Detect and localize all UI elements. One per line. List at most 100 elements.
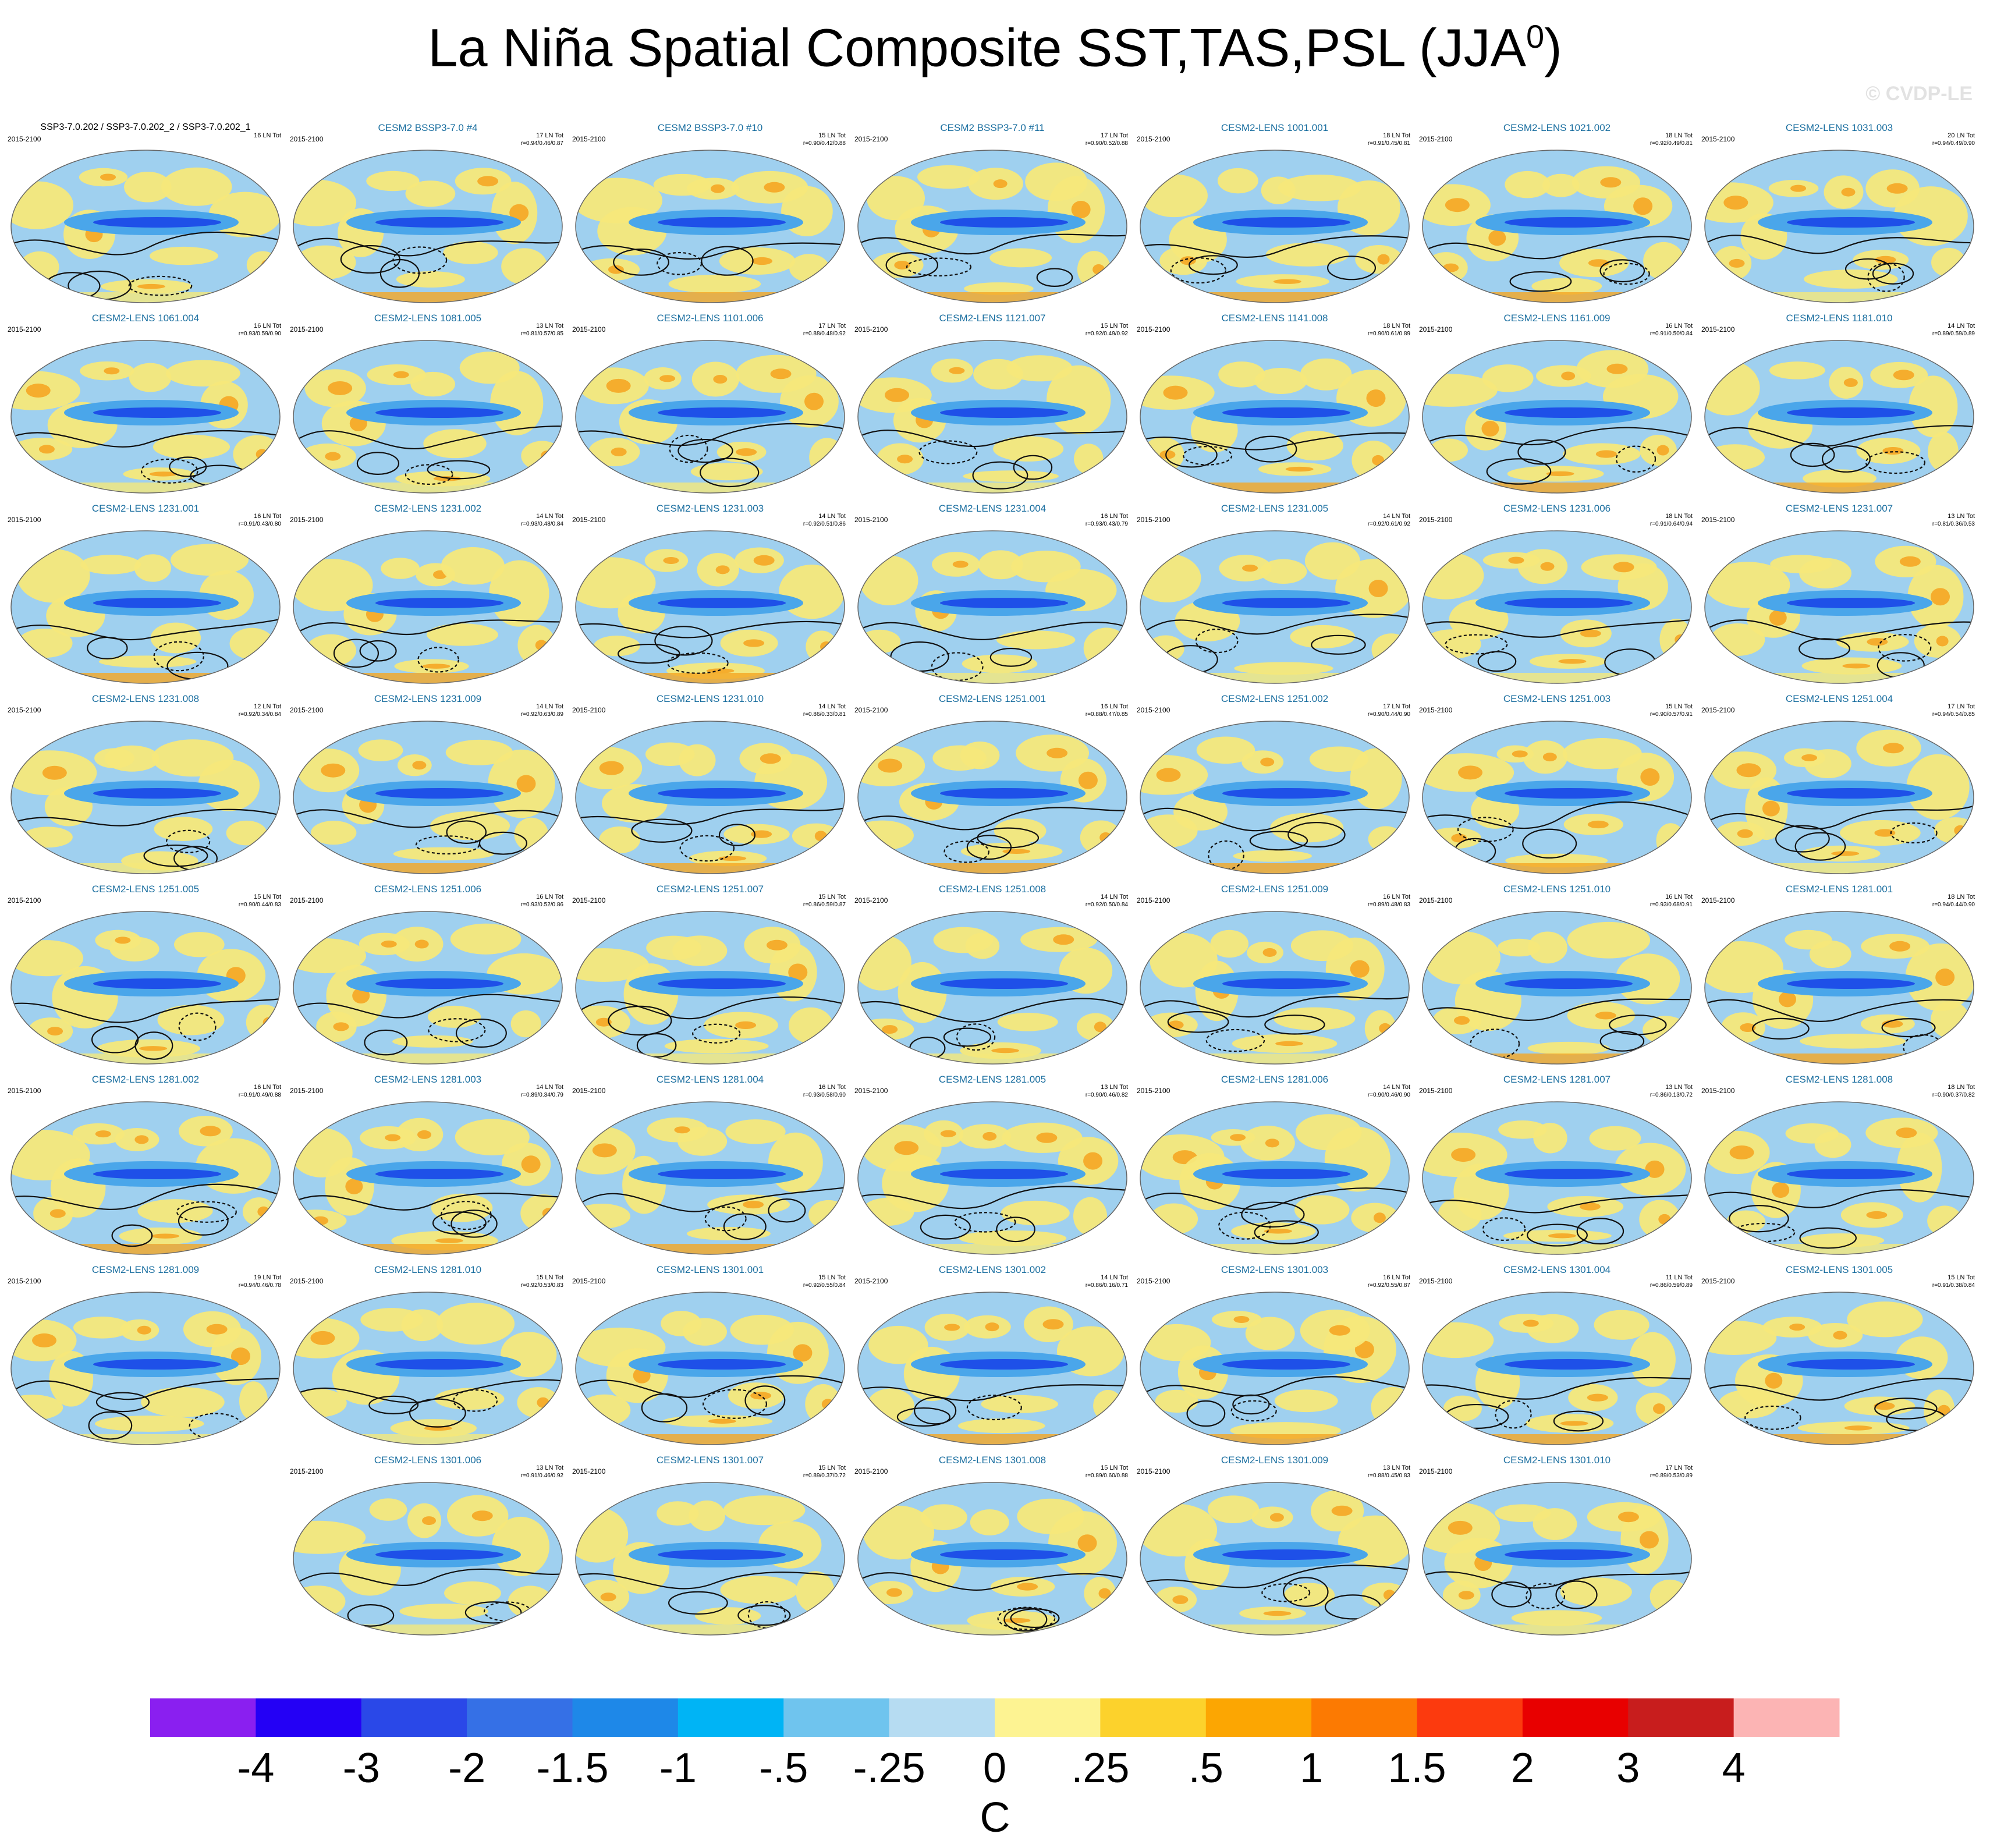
warm-anomaly-patch <box>1656 823 1686 859</box>
panel-period: 2015-2100 <box>854 516 888 524</box>
panel-pattern-correlation: r=0.92/0.49/0.92 <box>1085 331 1128 337</box>
panel-period: 2015-2100 <box>572 325 606 334</box>
panel-model-name: CESM2-LENS 1301.004 <box>1503 1264 1611 1275</box>
panel-event-count: 15 LN Tot <box>1948 1274 1975 1281</box>
strong-warm-patch <box>1540 562 1555 571</box>
psl-contour-line <box>1143 1565 1409 1588</box>
strong-warm-patch <box>766 939 788 950</box>
colorbar-swatch <box>467 1698 573 1737</box>
psl-contour-line <box>296 1193 562 1211</box>
warm-anomaly-patch <box>443 241 498 264</box>
psl-contour <box>700 457 760 488</box>
psl-contour <box>417 647 459 673</box>
panel-period: 2015-2100 <box>8 325 41 334</box>
psl-contour <box>128 275 193 296</box>
panel-pattern-correlation: r=0.92/0.61/0.92 <box>1367 521 1410 527</box>
warm-anomaly-patch <box>1495 1504 1551 1523</box>
strong-warm-patch <box>736 448 757 456</box>
panel-period: 2015-2100 <box>1419 516 1453 524</box>
panel-model-name: CESM2-LENS 1231.002 <box>374 503 482 514</box>
panel-model-name: CESM2-LENS 1231.001 <box>91 503 200 514</box>
panel-model-name: CESM2-LENS 1231.004 <box>938 503 1047 514</box>
cold-tongue-core <box>93 788 221 799</box>
panel-period: 2015-2100 <box>1419 1467 1453 1475</box>
strong-warm-patch <box>1729 1145 1754 1160</box>
colorbar-swatch <box>783 1698 890 1737</box>
colorbar-tick-label: 3 <box>1616 1745 1640 1792</box>
panel-event-count: 16 LN Tot <box>254 132 281 139</box>
strong-warm-patch <box>100 173 116 181</box>
warm-anomaly-patch <box>1017 1498 1085 1534</box>
warm-anomaly-patch <box>1505 171 1551 198</box>
panel-pattern-correlation: r=0.90/0.42/0.88 <box>803 140 846 147</box>
map-outline <box>10 150 281 303</box>
warm-anomaly-patch <box>730 1314 794 1345</box>
cold-tongue-core <box>1222 788 1350 799</box>
psl-contour <box>1752 1017 1810 1040</box>
panel-model-name: CESM2 BSSP3-7.0 #11 <box>940 122 1045 133</box>
psl-contour <box>943 1027 992 1047</box>
cold-tongue-core <box>93 407 221 418</box>
map-panel: CESM2-LENS 1231.007 2015-2100 13 LN Tot r=0… <box>1701 503 1976 692</box>
warm-anomaly-patch <box>1770 555 1832 573</box>
map-panel: CESM2-LENS 1301.001 2015-2100 15 LN Tot r=0… <box>572 1264 847 1453</box>
colorbar-swatch <box>572 1698 679 1737</box>
warm-anomaly-patch <box>17 628 73 658</box>
map-outline <box>1422 340 1692 494</box>
psl-contour <box>1195 628 1239 654</box>
panel-event-count: 18 LN Tot <box>1948 893 1975 900</box>
warm-anomaly-patch <box>239 1381 268 1421</box>
warm-anomaly-patch <box>137 1199 213 1223</box>
map-panel: CESM2-LENS 1231.001 2015-2100 16 LN Tot r=0… <box>8 503 282 692</box>
strong-warm-patch <box>711 184 725 193</box>
map-panel: CESM2-LENS 1141.008 2015-2100 18 LN Tot r=0… <box>1137 313 1411 502</box>
panel-period: 2015-2100 <box>854 1467 888 1475</box>
warm-anomaly-patch <box>19 251 59 283</box>
strong-warm-patch <box>1842 663 1871 669</box>
panel-model-name: CESM2-LENS 1281.001 <box>1785 884 1893 895</box>
strong-warm-patch <box>1866 1211 1888 1219</box>
strong-warm-patch <box>991 1048 1020 1054</box>
panel-event-count: 17 LN Tot <box>536 132 563 139</box>
cold-tongue-core <box>375 217 503 228</box>
panel-event-count: 14 LN Tot <box>536 513 563 520</box>
psl-contour <box>701 246 754 276</box>
warm-anomaly-patch <box>859 555 918 606</box>
strong-warm-patch <box>751 257 773 265</box>
map-outline <box>293 150 563 303</box>
panel-period: 2015-2100 <box>854 135 888 143</box>
cold-tongue-core <box>658 978 786 989</box>
psl-contour <box>1729 1205 1789 1233</box>
psl-contour <box>1878 634 1932 662</box>
composite-map <box>1140 1101 1410 1255</box>
strong-warm-patch <box>894 1141 919 1155</box>
warm-anomaly-patch <box>1025 162 1088 201</box>
psl-contour <box>1599 1031 1645 1052</box>
psl-contour <box>1186 1400 1226 1427</box>
cold-tongue-core <box>1505 598 1633 608</box>
map-outline <box>575 1482 845 1636</box>
warm-anomaly-patch <box>430 811 510 840</box>
map-panel: CESM2-LENS 1021.002 2015-2100 18 LN Tot r=0… <box>1419 122 1694 311</box>
psl-contour <box>1254 1220 1319 1244</box>
panel-event-count: 13 LN Tot <box>1383 1464 1410 1471</box>
panel-model-name: CESM2-LENS 1281.005 <box>938 1074 1047 1085</box>
panel-period: 2015-2100 <box>1137 896 1170 905</box>
psl-contour <box>1230 1400 1277 1422</box>
psl-contour <box>141 458 198 484</box>
map-outline <box>1140 721 1410 874</box>
panel-pattern-correlation: r=0.94/0.49/0.90 <box>1932 140 1975 147</box>
composite-map <box>1140 530 1410 684</box>
strong-warm-patch <box>1443 263 1459 272</box>
panel-period: 2015-2100 <box>290 135 324 143</box>
strong-warm-patch <box>1639 1531 1659 1549</box>
panel-event-count: 16 LN Tot <box>1383 893 1410 900</box>
strong-warm-patch <box>1883 743 1904 754</box>
panel-model-name: CESM2-LENS 1031.003 <box>1785 122 1893 133</box>
strong-warm-patch <box>1242 565 1258 572</box>
strong-warm-patch <box>608 265 624 274</box>
warm-anomaly-patch <box>124 172 172 203</box>
cold-tongue-core <box>93 978 221 989</box>
panel-period: 2015-2100 <box>854 325 888 334</box>
warm-anomaly-patch <box>226 820 267 846</box>
